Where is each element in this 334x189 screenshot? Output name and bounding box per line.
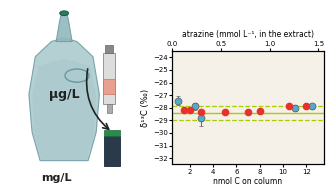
Ellipse shape [60, 11, 68, 15]
Polygon shape [29, 38, 100, 161]
Polygon shape [32, 59, 96, 161]
Polygon shape [108, 104, 112, 113]
Text: mg/L: mg/L [41, 173, 71, 183]
Text: µg/L: µg/L [49, 88, 79, 101]
Y-axis label: δ¹³C (‰): δ¹³C (‰) [141, 89, 150, 127]
Polygon shape [56, 15, 72, 42]
Polygon shape [103, 53, 116, 104]
Polygon shape [104, 136, 120, 166]
Polygon shape [105, 45, 113, 53]
Polygon shape [104, 130, 120, 136]
X-axis label: atrazine (mmol L⁻¹, in the extract): atrazine (mmol L⁻¹, in the extract) [182, 30, 314, 39]
Polygon shape [103, 79, 116, 94]
X-axis label: nmol C on column: nmol C on column [213, 177, 283, 186]
